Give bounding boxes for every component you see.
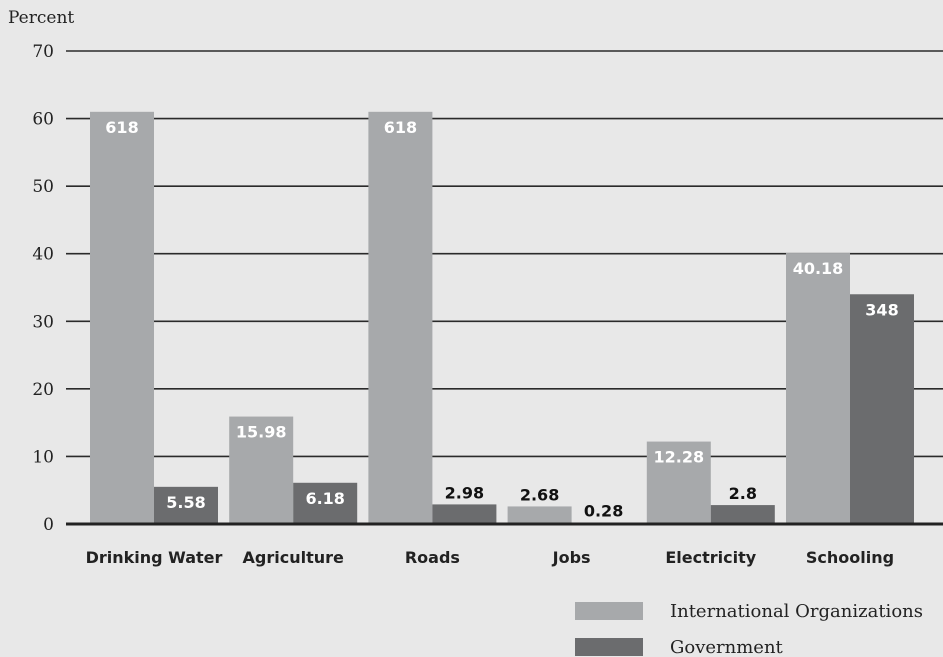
data-label: 2.8: [729, 484, 757, 503]
y-axis-ticks: 0 10 20 30 40 50 60 70: [32, 42, 54, 535]
data-label: 5.58: [166, 493, 205, 512]
data-label: 6.18: [305, 489, 344, 508]
legend-swatch: [575, 638, 643, 656]
bar: [646, 441, 711, 524]
bar: [710, 505, 775, 524]
x-tick-label: Roads: [405, 548, 460, 567]
data-label: 40.18: [793, 259, 844, 278]
data-label: 15.98: [236, 423, 287, 442]
legend-swatch: [575, 602, 643, 620]
data-label: 12.28: [653, 448, 704, 467]
x-tick-label: Drinking Water: [86, 548, 223, 567]
bar: [432, 504, 497, 524]
legend-label: Government: [670, 637, 784, 657]
data-label: 618: [105, 118, 138, 137]
y-tick-label: 0: [43, 515, 54, 535]
y-tick-label: 40: [32, 245, 54, 265]
bars: 618 5.58 15.98 6.18 618 2.98 2.68 0.28 12.28 2.8 4…: [90, 111, 914, 525]
gridlines: [66, 50, 943, 458]
x-tick-label: Agriculture: [243, 548, 345, 567]
y-tick-label: 50: [32, 177, 54, 197]
bar: [507, 506, 572, 524]
data-label: 2.98: [445, 483, 484, 502]
y-tick-label: 30: [32, 312, 54, 332]
bar: [368, 111, 433, 525]
x-tick-label: Jobs: [552, 548, 591, 567]
bar: [229, 416, 294, 524]
legend-label: International Organizations: [670, 601, 923, 622]
bar: [90, 111, 154, 525]
y-tick-label: 20: [32, 380, 54, 400]
bar: [154, 486, 218, 524]
bar: [786, 253, 850, 524]
data-label: 618: [384, 118, 417, 137]
y-tick-label: 70: [32, 42, 54, 62]
bar: [293, 482, 358, 524]
legend: International Organizations Government: [575, 601, 923, 657]
x-tick-label: Schooling: [806, 548, 894, 567]
x-tick-label: Electricity: [665, 548, 756, 567]
y-tick-label: 10: [32, 447, 54, 467]
y-tick-label: 60: [32, 110, 54, 130]
data-label: 0.28: [584, 502, 623, 521]
y-axis-label: Percent: [8, 8, 74, 28]
data-label: 2.68: [520, 485, 559, 504]
data-label: 348: [865, 300, 898, 319]
x-axis-ticks: Drinking Water Agriculture Roads Jobs Electr…: [86, 548, 895, 567]
bar: [850, 294, 914, 524]
